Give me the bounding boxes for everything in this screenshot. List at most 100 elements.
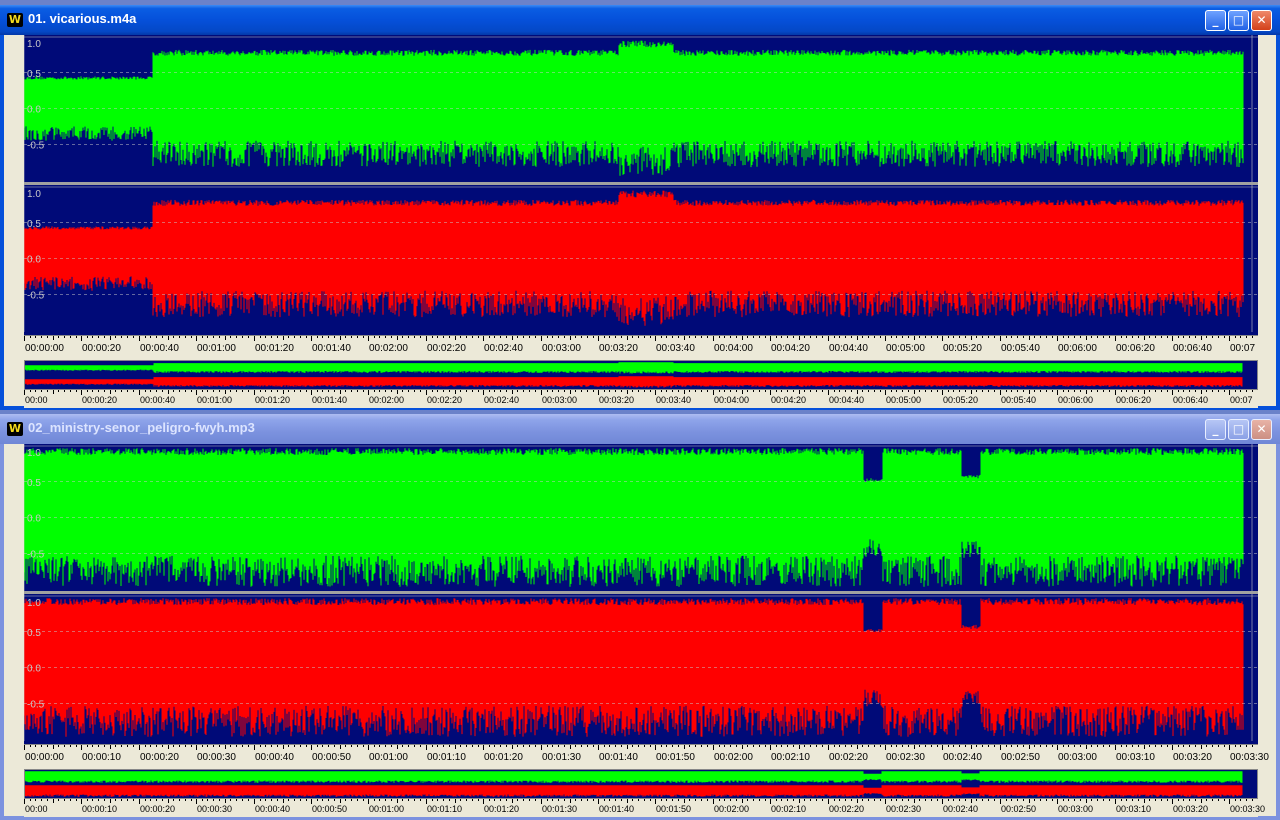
time-minor-tick	[759, 799, 760, 801]
time-minor-tick	[1091, 799, 1092, 801]
time-minor-tick	[230, 799, 231, 801]
time-minor-tick	[529, 390, 530, 392]
overview-canvas[interactable]	[24, 770, 1257, 798]
waveform-canvas[interactable]: 1.0 0.5 0.0 -0.5 1.0 0.5 0.0 -0.5	[24, 35, 1258, 335]
time-minor-tick	[730, 336, 731, 338]
overview-right-channel	[24, 785, 1243, 797]
time-tick	[598, 390, 599, 395]
time-minor-tick	[834, 799, 835, 801]
time-minor-tick	[379, 390, 380, 392]
time-minor-tick	[1109, 799, 1110, 801]
time-minor-tick	[552, 745, 553, 747]
waveform-window-2[interactable]: W 02_ministry-senor_peligro-fwyh.mp3 _ □…	[0, 414, 1280, 820]
time-minor-tick	[593, 745, 594, 747]
time-minor-tick	[1029, 390, 1030, 394]
time-label: 00:03:20	[599, 395, 635, 405]
waveform-canvas[interactable]: 1.0 0.5 0.0 -0.5 1.0 0.5 0.0 -0.5	[24, 444, 1258, 744]
time-minor-tick	[994, 745, 995, 747]
time-minor-tick	[719, 390, 720, 392]
title-bar[interactable]: W 02_ministry-senor_peligro-fwyh.mp3 _ □…	[0, 414, 1280, 444]
time-minor-tick	[1046, 336, 1047, 338]
time-label: 00:01:20	[484, 752, 523, 763]
waveform-display[interactable]: 1.0 0.5 0.0 -0.5 1.0 0.5 0.0 -0.5	[24, 444, 1258, 744]
time-minor-tick	[810, 745, 811, 747]
time-minor-tick	[621, 745, 622, 747]
time-minor-tick	[523, 390, 524, 392]
maximize-button[interactable]: □	[1228, 10, 1249, 31]
time-minor-tick	[420, 390, 421, 392]
time-minor-tick	[1068, 336, 1069, 338]
time-minor-tick	[604, 336, 605, 338]
time-tick	[81, 390, 82, 395]
time-minor-tick	[277, 336, 278, 338]
time-minor-tick	[937, 336, 938, 338]
time-minor-tick	[736, 799, 737, 801]
time-minor-tick	[1046, 745, 1047, 747]
time-minor-tick	[644, 745, 645, 747]
time-minor-tick	[523, 336, 524, 338]
time-minor-tick	[219, 336, 220, 338]
close-button[interactable]: ✕	[1251, 419, 1272, 440]
time-minor-tick	[517, 390, 518, 392]
time-tick	[24, 745, 25, 750]
time-minor-tick	[1149, 390, 1150, 392]
overview-waveform[interactable]	[24, 769, 1258, 799]
minimize-button[interactable]: _	[1205, 419, 1226, 440]
time-minor-tick	[672, 745, 673, 747]
waveform-display[interactable]: 1.0 0.5 0.0 -0.5 1.0 0.5 0.0 -0.5	[24, 35, 1258, 335]
time-minor-tick	[517, 799, 518, 801]
time-minor-tick	[35, 336, 36, 338]
time-minor-tick	[862, 336, 863, 338]
time-minor-tick	[689, 799, 690, 801]
time-minor-tick	[874, 799, 875, 801]
time-minor-tick	[127, 390, 128, 392]
amplitude-label: 0.5	[27, 628, 41, 639]
time-minor-tick	[919, 390, 920, 392]
title-bar[interactable]: W 01. vicarious.m4a _ □ ✕	[0, 5, 1280, 35]
time-minor-tick	[98, 799, 99, 801]
time-minor-tick	[47, 745, 48, 747]
time-minor-tick	[317, 390, 318, 392]
overview-canvas[interactable]	[24, 361, 1257, 389]
overview-waveform[interactable]	[24, 360, 1258, 390]
time-minor-tick	[408, 799, 409, 801]
amplitude-label: 0.5	[27, 219, 41, 230]
time-minor-tick	[581, 799, 582, 801]
time-minor-tick	[781, 799, 782, 801]
time-minor-tick	[845, 390, 846, 392]
waveform-window-1[interactable]: W 01. vicarious.m4a _ □ ✕ 1.0 0.5 0.0 -0.5 1…	[0, 5, 1280, 410]
close-button[interactable]: ✕	[1251, 10, 1272, 31]
time-minor-tick	[1218, 799, 1219, 801]
time-minor-tick	[581, 745, 582, 747]
time-ruler[interactable]: 00:00:00 00:00:10 00:00:20 00:00:30 00:00:40…	[24, 744, 1269, 767]
left-channel-waveform	[24, 448, 1244, 587]
time-label: 00:05:40	[1001, 395, 1037, 405]
time-label: 00:01:40	[599, 804, 635, 814]
minimize-button[interactable]: _	[1205, 10, 1226, 31]
app-logo-icon[interactable]: W	[7, 422, 23, 436]
time-tick	[368, 799, 369, 804]
time-label: 00:02:00	[369, 395, 405, 405]
time-minor-tick	[76, 799, 77, 801]
time-minor-tick	[207, 799, 208, 801]
maximize-button[interactable]: □	[1228, 419, 1249, 440]
time-minor-tick	[489, 799, 490, 801]
time-minor-tick	[110, 745, 111, 749]
app-logo-icon[interactable]: W	[7, 13, 23, 27]
time-minor-tick	[443, 390, 444, 392]
time-ruler[interactable]: 00:00:00 00:00:20 00:00:40 00:01:00 00:01:20…	[24, 335, 1258, 358]
time-minor-tick	[615, 745, 616, 747]
time-minor-tick	[908, 799, 909, 801]
time-label: 00:01:20	[255, 395, 291, 405]
time-minor-tick	[53, 799, 54, 803]
time-minor-tick	[523, 745, 524, 747]
time-tick	[1000, 336, 1001, 341]
time-minor-tick	[64, 799, 65, 801]
time-minor-tick	[776, 745, 777, 747]
time-minor-tick	[283, 390, 284, 394]
time-tick	[483, 390, 484, 395]
window-client-area: 1.0 0.5 0.0 -0.5 1.0 0.5 0.0 -0.5 00:00:00 00:00…	[0, 35, 1280, 410]
amplitude-label: -0.5	[27, 290, 45, 301]
time-minor-tick	[432, 336, 433, 338]
time-label: 00:05:20	[943, 343, 982, 354]
